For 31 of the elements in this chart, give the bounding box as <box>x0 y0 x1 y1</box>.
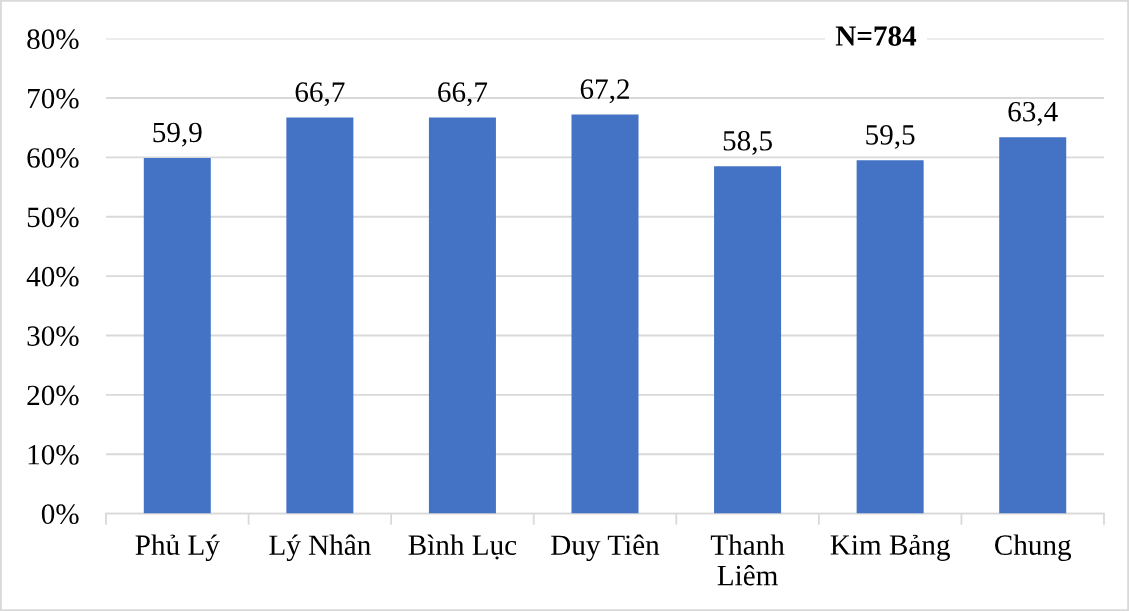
x-tick-label: Duy Tiên <box>551 534 660 562</box>
y-tick-label: 60% <box>27 148 79 168</box>
data-label: 66,7 <box>438 82 488 107</box>
annotation: N=784 <box>835 26 917 46</box>
x-tick-label: Thanh Liêm <box>710 534 785 586</box>
y-tick-label: 20% <box>27 385 79 406</box>
bar <box>856 160 924 514</box>
x-tick-label: Chung <box>995 534 1072 561</box>
x-tick-label: Lý Nhân <box>269 534 371 562</box>
y-tick-label: 0% <box>41 504 79 525</box>
y-tick-label: 70% <box>28 88 79 109</box>
data-label: 59,9 <box>153 122 202 147</box>
data-label: 67,2 <box>580 79 629 104</box>
x-tick-label: Bình Lục <box>408 534 517 560</box>
data-label: 59,5 <box>866 125 915 149</box>
data-label: 58,5 <box>723 130 772 155</box>
bar <box>428 117 496 514</box>
bar <box>286 117 354 514</box>
data-label: 66,7 <box>295 82 345 107</box>
y-tick-label: 10% <box>28 444 79 465</box>
bar <box>999 137 1067 514</box>
y-tick-label: 50% <box>27 207 79 228</box>
data-label: 63,4 <box>1008 101 1058 126</box>
bar <box>714 166 782 514</box>
bar <box>143 157 211 514</box>
bar <box>571 114 639 514</box>
x-tick-label: Kim Bảng <box>830 534 950 561</box>
y-tick-label: 30% <box>27 326 79 346</box>
y-tick-label: 40% <box>26 266 79 287</box>
y-tick-label: 80% <box>27 29 79 50</box>
x-tick-label: Phủ Lý <box>135 534 220 562</box>
